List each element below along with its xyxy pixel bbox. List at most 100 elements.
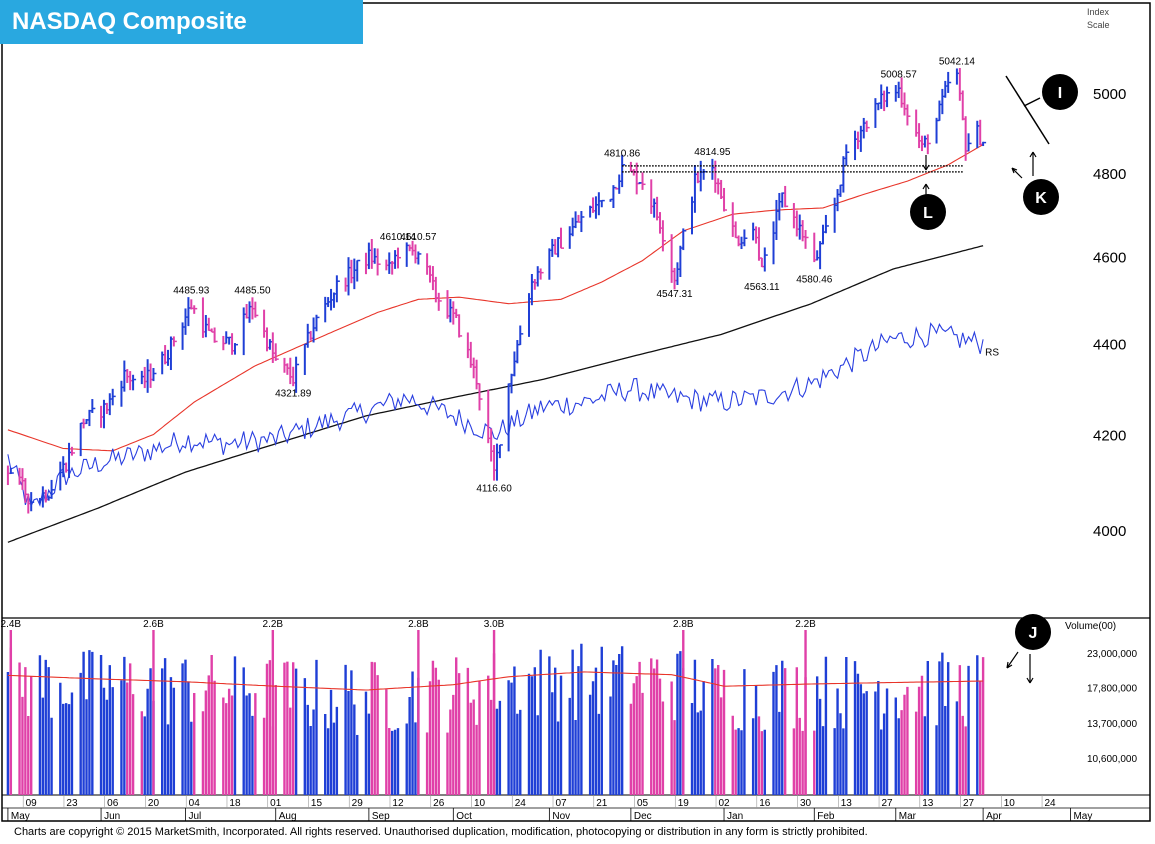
x-day-label: 02 [718, 798, 730, 809]
x-day-label: 24 [515, 798, 527, 809]
volume-bars [6, 630, 985, 795]
x-month-label: Oct [456, 811, 472, 822]
outer-border [1, 2, 1151, 822]
x-day-label: 24 [1045, 798, 1057, 809]
x-day-label: 13 [922, 798, 934, 809]
price-tick-label: 4600 [1093, 249, 1126, 266]
x-day-label: 19 [678, 798, 690, 809]
x-month-label: Mar [899, 811, 917, 822]
x-day-label: 10 [474, 798, 486, 809]
price-y-axis: 4000 4200 4400 4600 4800 5000 Index Scale [1087, 7, 1126, 540]
trend-line-i-marker [1023, 97, 1041, 107]
annotation-circle [1015, 614, 1051, 650]
annotation-j: J [1015, 614, 1051, 650]
price-peak-label: 4321.89 [275, 388, 312, 399]
x-day-label: 10 [1004, 798, 1016, 809]
annotation-l: L [910, 194, 946, 230]
series-blue-rs: RS [7, 322, 999, 508]
price-peak-label: 4485.50 [234, 286, 271, 297]
x-month-label: Feb [817, 811, 835, 822]
x-day-label: 20 [148, 798, 160, 809]
line-blue-rs [7, 322, 984, 508]
price-tick-label: 4200 [1093, 427, 1126, 444]
x-day-label: 27 [963, 798, 975, 809]
price-peak-label: 4810.86 [604, 149, 641, 160]
price-peak-label: 5008.57 [881, 70, 918, 81]
x-month-label: May [11, 811, 30, 822]
x-day-label: 12 [392, 798, 404, 809]
x-day-label: 05 [637, 798, 649, 809]
price-peak-label: 4563.11 [744, 282, 780, 293]
x-month-label: Jan [727, 811, 743, 822]
x-month-label: Aug [279, 811, 297, 822]
series-black-ma [7, 245, 984, 543]
volume-peak-label: 2.2B [795, 619, 816, 630]
x-month-label: Dec [634, 811, 652, 822]
series-red-ma [7, 144, 984, 452]
x-day-label: 23 [66, 798, 78, 809]
price-bars [6, 67, 987, 514]
price-peak-label: 4610.57 [400, 232, 437, 243]
x-day-label: 01 [270, 798, 282, 809]
x-day-label: 26 [433, 798, 445, 809]
x-month-label: Sep [372, 811, 390, 822]
price-peak-label: 5042.14 [939, 57, 976, 68]
price-axis-title: Scale [1087, 20, 1110, 30]
price-peak-label: 4116.60 [476, 484, 512, 495]
volume-tick-label: 23,000,000 [1087, 649, 1137, 660]
x-month-label: Jun [104, 811, 120, 822]
arrow-j-1 [1006, 651, 1019, 669]
annotation-label: K [1035, 190, 1047, 207]
arrow-j-2 [1026, 654, 1034, 684]
x-day-label: 13 [841, 798, 853, 809]
x-day-label: 18 [229, 798, 241, 809]
annotation-i: I [1042, 74, 1078, 110]
x-month-label: Apr [986, 811, 1002, 822]
annotation-circle [1023, 179, 1059, 215]
x-day-label: 29 [352, 798, 364, 809]
x-month-label: Nov [552, 811, 570, 822]
volume-peak-label: 2.2B [263, 619, 284, 630]
annotation-k: K [1023, 179, 1059, 215]
price-peak-label: 4580.46 [796, 275, 833, 286]
annotation-label: I [1058, 85, 1062, 102]
x-day-label: 06 [107, 798, 119, 809]
volume-labels: 2.4B 2.6B 2.2B 2.8B 3.0B 2.8B 2.2B [1, 619, 817, 630]
volume-peak-label: 2.4B [1, 619, 22, 630]
price-peak-label: 4814.95 [694, 147, 731, 158]
volume-peak-label: 3.0B [484, 619, 505, 630]
annotation-circle [1042, 74, 1078, 110]
volume-y-axis: Volume(00) 23,000,000 17,800,000 13,700,000… [1065, 621, 1137, 765]
x-day-label: 07 [555, 798, 567, 809]
price-peak-label: 4547.31 [656, 289, 693, 300]
annotation-circle [910, 194, 946, 230]
price-peak-label: 4485.93 [173, 285, 210, 296]
price-tick-label: 4400 [1093, 336, 1126, 353]
x-axis: 09 23 06 20 04 18 01 15 29 12 26 10 24 07 21 05 19 02 16 30… [7, 795, 1092, 822]
price-tick-label: 5000 [1093, 86, 1126, 103]
arrow-k-2 [1029, 151, 1037, 176]
arrows-l [922, 155, 930, 196]
annotation-label: J [1029, 625, 1038, 642]
arrow-k-1 [1011, 167, 1023, 179]
price-tick-label: 4800 [1093, 166, 1126, 183]
volume-average-line [7, 671, 984, 691]
x-day-label: 15 [311, 798, 323, 809]
volume-peak-label: 2.6B [143, 619, 164, 630]
copyright-notice: Charts are copyright © 2015 MarketSmith,… [14, 826, 868, 838]
price-peak-label: 4610.14 [380, 232, 417, 243]
volume-tick-label: 13,700,000 [1087, 719, 1137, 730]
x-day-label: 09 [26, 798, 38, 809]
volume-peak-label: 2.8B [408, 619, 429, 630]
line-black-ma [7, 245, 984, 543]
chart-title-banner: NASDAQ Composite [0, 0, 363, 44]
line-red-ma [7, 144, 984, 452]
x-day-label: 16 [759, 798, 771, 809]
price-axis-title: Index [1087, 7, 1110, 17]
trend-line-i [1005, 75, 1050, 145]
x-month-label: Jul [188, 811, 201, 822]
volume-axis-title: Volume(00) [1065, 621, 1116, 632]
price-tick-label: 4000 [1093, 523, 1126, 540]
